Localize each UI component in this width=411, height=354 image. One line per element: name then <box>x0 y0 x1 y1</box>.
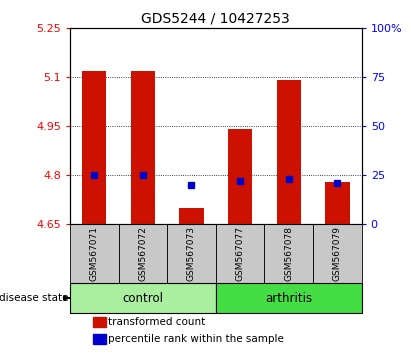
Text: GSM567077: GSM567077 <box>236 226 245 281</box>
Text: GSM567078: GSM567078 <box>284 226 293 281</box>
Bar <box>179 208 203 224</box>
Text: arthritis: arthritis <box>265 291 312 304</box>
Bar <box>277 80 301 224</box>
Text: percentile rank within the sample: percentile rank within the sample <box>108 334 284 344</box>
Text: GSM567072: GSM567072 <box>139 226 147 281</box>
Text: transformed count: transformed count <box>108 317 205 327</box>
Bar <box>325 182 349 224</box>
Bar <box>82 71 106 224</box>
Bar <box>216 224 264 282</box>
Text: GSM567073: GSM567073 <box>187 226 196 281</box>
Text: GSM567079: GSM567079 <box>333 226 342 281</box>
Title: GDS5244 / 10427253: GDS5244 / 10427253 <box>141 12 290 26</box>
Text: disease state: disease state <box>0 293 69 303</box>
Bar <box>264 224 313 282</box>
Bar <box>313 224 362 282</box>
Bar <box>131 71 155 224</box>
Bar <box>228 130 252 224</box>
Bar <box>118 224 167 282</box>
Text: GSM567071: GSM567071 <box>90 226 99 281</box>
Bar <box>167 224 216 282</box>
Bar <box>93 334 106 344</box>
Bar <box>70 282 216 313</box>
Bar <box>93 318 106 327</box>
Bar <box>70 224 118 282</box>
Bar <box>216 282 362 313</box>
Text: control: control <box>122 291 163 304</box>
